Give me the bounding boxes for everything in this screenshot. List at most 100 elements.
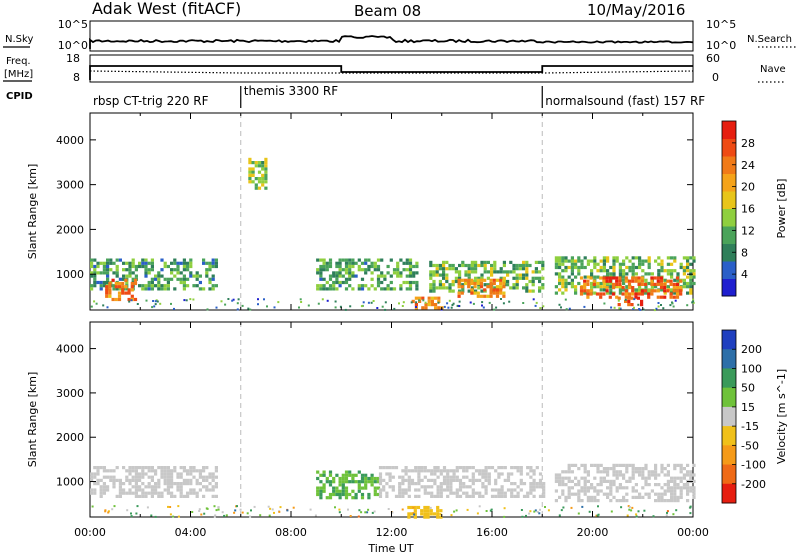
data-cell [593,291,597,295]
data-cell [596,285,600,289]
data-cell [609,467,613,471]
colorbar-tick-label: 15 [741,401,755,414]
data-cell [465,475,469,479]
data-cell [376,258,381,262]
data-cell [583,492,587,496]
data-cell [640,299,644,303]
data-cell [657,256,661,260]
data-cell [154,488,158,492]
data-cell [596,275,600,279]
data-cell [372,300,375,302]
data-cell [535,301,538,304]
data-cell [322,277,326,281]
data-cell [535,482,539,486]
data-cell [433,494,437,498]
data-cell [497,475,501,479]
data-cell [413,509,417,513]
data-cell [538,494,543,498]
data-cell [122,268,126,272]
data-cell [461,289,465,293]
data-cell [198,508,201,511]
data-cell [150,287,154,291]
data-cell [542,485,546,489]
data-cell [606,479,610,483]
data-cell [93,300,96,303]
data-cell [450,306,453,309]
data-cell [506,270,510,274]
data-cell [144,271,148,275]
data-cell [166,488,170,492]
data-cell [261,180,265,184]
data-cell [195,494,199,498]
data-cell [434,303,438,307]
data-cell [150,469,154,473]
data-cell [319,489,323,493]
data-cell [599,276,603,280]
data-cell [344,261,349,265]
data-cell [429,512,433,516]
data-cell [481,494,485,498]
data-cell [351,476,355,481]
data-cell [358,509,361,512]
data-cell [471,466,475,470]
data-cell [351,261,355,265]
colorbar-swatch [722,173,736,192]
data-cell [593,495,597,499]
data-cell [128,488,132,492]
data-cell [316,258,320,262]
data-cell [599,463,603,467]
data-cell [96,482,100,486]
data-cell [583,275,587,279]
data-cell [497,466,501,470]
data-cell [423,475,427,479]
data-cell [689,473,693,477]
data-cell [460,291,464,295]
data-cell [366,511,369,514]
freq-tick-top: 18 [66,52,80,65]
data-cell [177,515,180,518]
data-cell [251,161,255,165]
data-cell [581,505,584,508]
data-cell [577,272,581,276]
data-cell [433,466,437,470]
data-cell [125,261,129,265]
data-cell [341,280,345,285]
data-cell [644,463,648,467]
data-cell [692,486,696,490]
data-cell [112,271,116,275]
data-cell [588,510,591,513]
data-cell [487,472,491,476]
data-cell [436,494,440,498]
data-cell [483,278,487,282]
data-cell [367,492,371,497]
data-cell [157,485,161,489]
data-cell [627,505,630,508]
data-cell [307,304,310,307]
data-cell [490,508,493,511]
data-cell [257,164,262,168]
data-cell [90,284,94,288]
data-cell [348,277,352,281]
data-cell [385,472,389,476]
data-cell [322,287,326,291]
data-cell [138,475,142,479]
data-cell [494,478,498,482]
data-cell [254,183,258,187]
data-cell [420,469,424,473]
data-cell [115,466,119,470]
data-cell [654,483,658,487]
data-cell [675,292,680,296]
data-cell [493,286,497,290]
data-cell [554,265,558,270]
cpid-segment-label: normalsound (fast) 157 RF [545,94,705,108]
data-cell [376,480,381,484]
data-cell [590,486,594,490]
data-cell [111,278,115,282]
x-tick-label: 16:00 [476,526,508,539]
data-cell [692,281,696,286]
y-tick-label: 2000 [56,223,84,236]
data-cell [509,270,513,274]
data-cell [391,511,394,514]
data-cell [134,472,138,476]
data-cell [378,494,383,498]
